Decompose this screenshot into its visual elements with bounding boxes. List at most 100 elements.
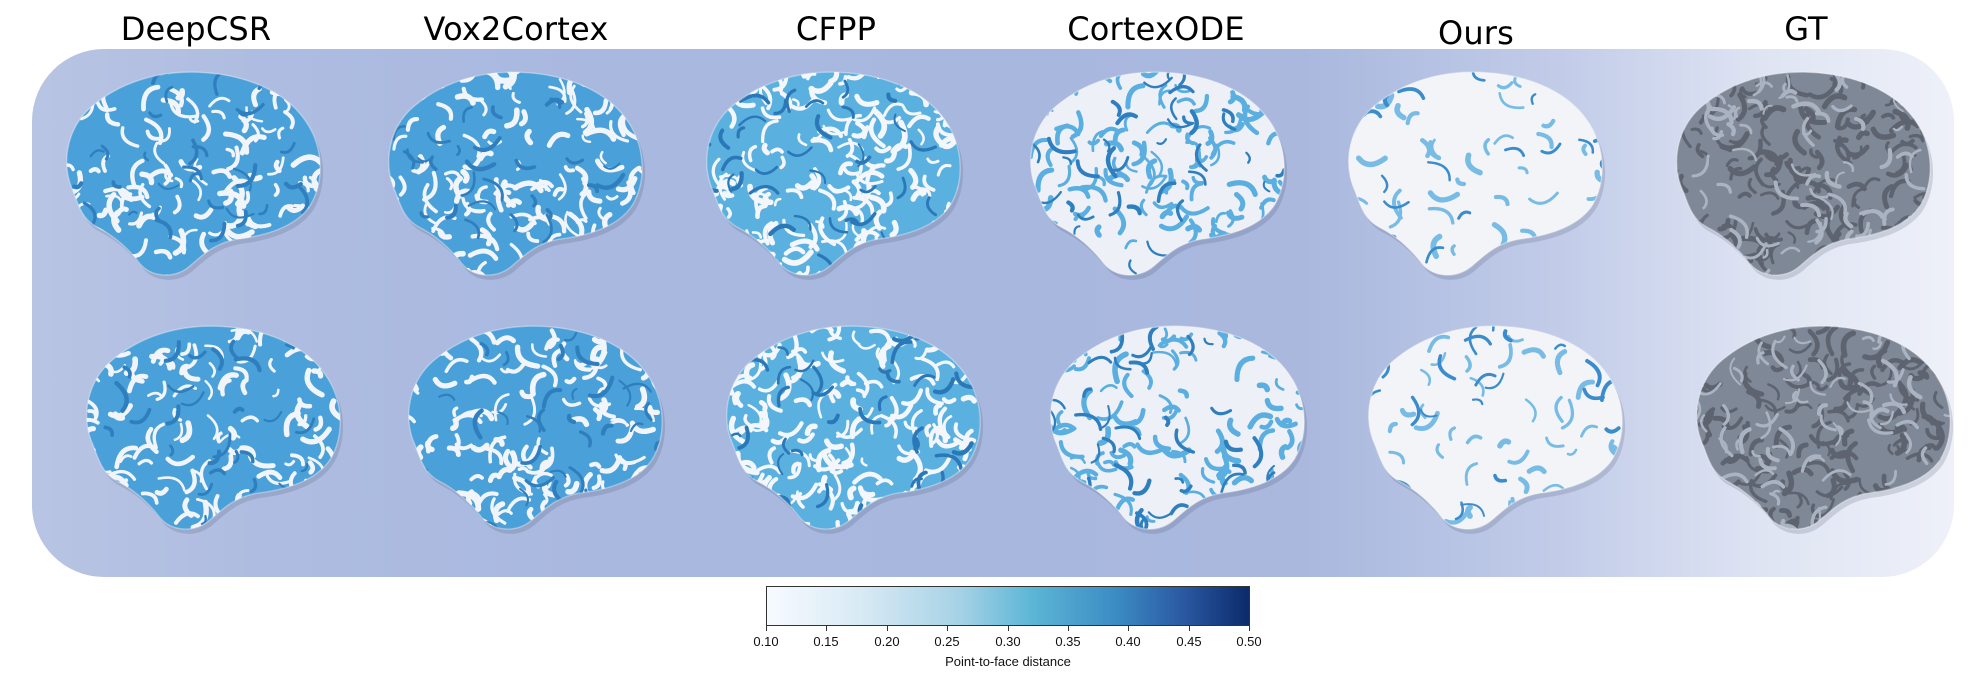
sulcus-stroke — [1604, 426, 1621, 434]
sulcus-stroke — [1166, 118, 1195, 129]
sulcus-stroke — [1869, 408, 1882, 430]
sulcus-stroke — [1624, 392, 1631, 395]
sulcus-stroke — [730, 379, 757, 389]
sulcus-stroke — [840, 188, 853, 202]
sulcus-stroke — [707, 228, 736, 245]
sulcus-stroke — [1706, 527, 1728, 530]
sulcus-stroke — [905, 252, 915, 271]
sulcus-stroke — [1864, 254, 1872, 272]
sulcus-stroke — [953, 422, 968, 441]
sulcus-stroke — [79, 57, 93, 71]
sulcus-stroke — [240, 377, 249, 396]
colorbar-tick — [1008, 626, 1009, 631]
sulcus-stroke — [935, 360, 956, 369]
sulcus-stroke — [706, 268, 716, 276]
sulcus-stroke — [467, 200, 497, 211]
sulcus-stroke — [1818, 277, 1829, 287]
sulcus-stroke — [1156, 181, 1177, 203]
sulcus-stroke — [1521, 347, 1546, 359]
sulcus-stroke — [1827, 409, 1850, 423]
sulcus-stroke — [926, 86, 938, 98]
sulcus-stroke — [309, 270, 321, 276]
brain-surface-deepcsr-row1 — [40, 57, 340, 287]
sulcus-stroke — [1882, 207, 1895, 226]
sulcus-stroke — [860, 457, 868, 467]
sulcus-stroke — [1854, 518, 1866, 529]
sulcus-stroke — [1790, 364, 1800, 382]
sulcus-stroke — [1863, 177, 1881, 188]
sulcus-stroke — [1151, 350, 1178, 367]
sulcus-stroke — [878, 343, 892, 369]
sulcus-stroke — [140, 491, 159, 505]
sulcus-stroke — [1070, 110, 1084, 139]
sulcus-stroke — [738, 93, 771, 105]
sulcus-stroke — [797, 432, 815, 444]
sulcus-stroke — [1837, 362, 1852, 381]
sulcus-stroke — [1770, 365, 1784, 373]
sulcus-stroke — [1729, 227, 1742, 249]
sulcus-stroke — [487, 472, 499, 484]
sulcus-stroke — [1128, 259, 1137, 275]
sulcus-stroke — [922, 174, 936, 192]
sulcus-stroke — [235, 209, 248, 228]
sulcus-stroke — [862, 513, 876, 530]
sulcus-stroke — [431, 82, 445, 89]
sulcus-stroke — [233, 449, 240, 464]
sulcus-stroke — [1258, 507, 1273, 519]
sulcus-stroke — [1109, 331, 1125, 354]
sulcus-stroke — [1176, 526, 1185, 530]
sulcus-stroke — [405, 72, 423, 91]
sulcus-stroke — [940, 262, 950, 276]
sulcus-stroke — [773, 513, 785, 521]
sulcus-stroke — [456, 144, 461, 156]
sulcus-stroke — [556, 343, 565, 362]
sulcus-stroke — [634, 386, 648, 410]
sulcus-stroke — [469, 408, 495, 422]
column-title-ours: Ours — [1437, 14, 1515, 52]
sulcus-stroke — [1899, 246, 1930, 265]
column-title-cfpp: CFPP — [795, 10, 877, 48]
sulcus-stroke — [730, 515, 756, 530]
sulcus-stroke — [167, 384, 195, 394]
sulcus-stroke — [1854, 116, 1866, 131]
sulcus-stroke — [471, 515, 481, 525]
sulcus-stroke — [959, 498, 973, 508]
sulcus-stroke — [1695, 143, 1705, 159]
sulcus-stroke — [879, 116, 902, 125]
sulcus-stroke — [644, 326, 653, 336]
sulcus-stroke — [1484, 372, 1505, 390]
sulcus-stroke — [1277, 179, 1285, 188]
sulcus-stroke — [481, 353, 502, 363]
sulcus-stroke — [1497, 343, 1513, 369]
sulcus-stroke — [1394, 103, 1407, 121]
sulcus-stroke — [971, 373, 978, 386]
sulcus-stroke — [1718, 437, 1728, 454]
sulcus-stroke — [902, 105, 922, 116]
sulcus-stroke — [924, 423, 932, 438]
sulcus-stroke — [651, 379, 663, 394]
sulcus-stroke — [1030, 139, 1041, 164]
sulcus-stroke — [1814, 218, 1824, 245]
sulcus-stroke — [1900, 138, 1915, 147]
sulcus-stroke — [1493, 194, 1510, 207]
sulcus-stroke — [633, 326, 661, 341]
sulcus-stroke — [136, 213, 158, 229]
sulcus-stroke — [1712, 501, 1727, 514]
sulcus-stroke — [1491, 222, 1508, 247]
sulcus-stroke — [1906, 487, 1920, 504]
sulcus-stroke — [1171, 449, 1187, 464]
sulcus-stroke — [1084, 263, 1107, 273]
sulcus-stroke — [552, 186, 565, 197]
sulcus-stroke — [105, 480, 117, 499]
sulcus-stroke — [1892, 108, 1911, 131]
sulcus-stroke — [227, 425, 238, 441]
sulcus-stroke — [828, 72, 840, 84]
sulcus-stroke — [432, 341, 446, 356]
sulcus-stroke — [1387, 421, 1398, 434]
sulcus-stroke — [77, 78, 90, 85]
sulcus-stroke — [502, 448, 515, 471]
sulcus-stroke — [1056, 471, 1066, 486]
sulcus-stroke — [283, 98, 291, 112]
sulcus-stroke — [1234, 355, 1256, 383]
sulcus-stroke — [1926, 329, 1951, 347]
